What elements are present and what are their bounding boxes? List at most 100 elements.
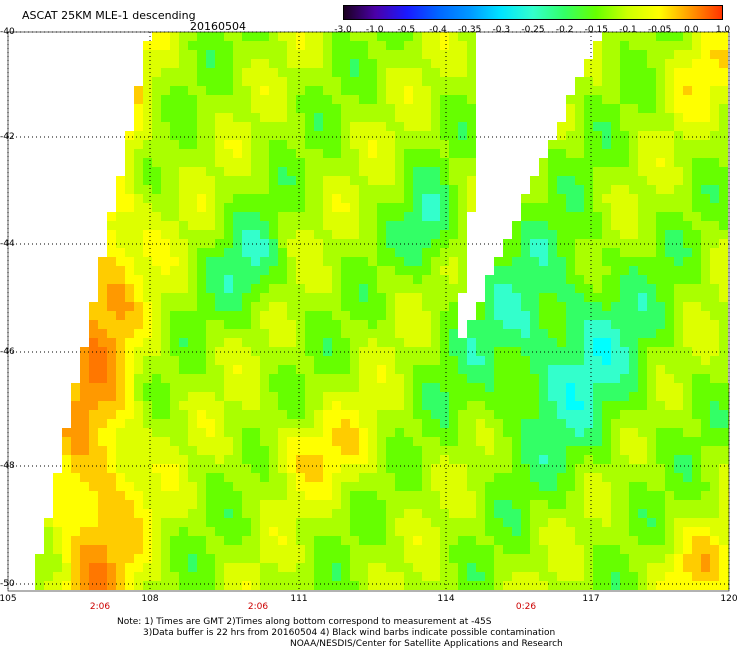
wind-cell	[719, 329, 728, 338]
wind-cell	[458, 77, 467, 86]
wind-cell	[674, 257, 683, 266]
wind-cell	[458, 482, 467, 491]
wind-cell	[494, 419, 503, 428]
wind-cell	[719, 302, 728, 311]
wind-cell	[98, 527, 107, 536]
wind-cell	[710, 572, 719, 581]
wind-cell	[683, 500, 692, 509]
wind-cell	[278, 446, 287, 455]
wind-cell	[476, 572, 485, 581]
wind-cell	[368, 518, 377, 527]
wind-cell	[485, 428, 494, 437]
wind-cell	[611, 50, 620, 59]
wind-cell	[116, 365, 125, 374]
wind-cell	[404, 527, 413, 536]
wind-cell	[278, 320, 287, 329]
wind-cell	[413, 302, 422, 311]
wind-cell	[530, 266, 539, 275]
wind-cell	[197, 176, 206, 185]
wind-cell	[593, 482, 602, 491]
wind-cell	[332, 212, 341, 221]
wind-cell	[413, 572, 422, 581]
wind-cell	[647, 491, 656, 500]
wind-cell	[674, 266, 683, 275]
wind-cell	[701, 302, 710, 311]
wind-cell	[620, 473, 629, 482]
wind-cell	[206, 572, 215, 581]
wind-cell	[269, 113, 278, 122]
wind-cell	[152, 59, 161, 68]
wind-cell	[188, 374, 197, 383]
wind-cell	[404, 464, 413, 473]
wind-cell	[584, 392, 593, 401]
wind-cell	[647, 50, 656, 59]
wind-cell	[98, 374, 107, 383]
wind-cell	[728, 455, 729, 464]
wind-cell	[503, 329, 512, 338]
wind-cell	[278, 572, 287, 581]
wind-cell	[566, 572, 575, 581]
wind-cell	[71, 572, 80, 581]
wind-cell	[224, 50, 233, 59]
wind-cell	[593, 167, 602, 176]
wind-cell	[260, 302, 269, 311]
wind-cell	[539, 239, 548, 248]
wind-cell	[179, 122, 188, 131]
wind-cell	[620, 509, 629, 518]
wind-cell	[323, 257, 332, 266]
wind-cell	[575, 185, 584, 194]
wind-cell	[458, 410, 467, 419]
wind-cell	[161, 392, 170, 401]
wind-cell	[584, 221, 593, 230]
wind-cell	[449, 203, 458, 212]
wind-cell	[422, 527, 431, 536]
wind-cell	[521, 275, 530, 284]
wind-cell	[467, 383, 476, 392]
wind-cell	[665, 131, 674, 140]
wind-cell	[107, 437, 116, 446]
wind-cell	[359, 293, 368, 302]
wind-cell	[629, 86, 638, 95]
wind-cell	[269, 266, 278, 275]
wind-cell	[404, 419, 413, 428]
wind-cell	[188, 122, 197, 131]
wind-cell	[584, 356, 593, 365]
wind-cell	[431, 185, 440, 194]
wind-cell	[521, 473, 530, 482]
wind-cell	[602, 266, 611, 275]
wind-cell	[233, 122, 242, 131]
wind-cell	[260, 185, 269, 194]
wind-cell	[332, 131, 341, 140]
wind-cell	[98, 401, 107, 410]
wind-cell	[62, 527, 71, 536]
wind-cell	[584, 230, 593, 239]
wind-cell	[278, 95, 287, 104]
wind-cell	[89, 302, 98, 311]
wind-cell	[665, 59, 674, 68]
wind-cell	[548, 446, 557, 455]
wind-cell	[386, 518, 395, 527]
wind-cell	[674, 221, 683, 230]
wind-cell	[242, 59, 251, 68]
wind-cell	[674, 50, 683, 59]
wind-cell	[260, 86, 269, 95]
wind-cell	[242, 68, 251, 77]
wind-cell	[35, 572, 44, 581]
wind-cell	[170, 302, 179, 311]
wind-cell	[656, 365, 665, 374]
wind-cell	[188, 311, 197, 320]
wind-cell	[206, 203, 215, 212]
wind-cell	[269, 149, 278, 158]
wind-cell	[593, 284, 602, 293]
wind-cell	[710, 41, 719, 50]
wind-cell	[341, 86, 350, 95]
wind-cell	[170, 95, 179, 104]
wind-cell	[467, 32, 476, 41]
wind-cell	[314, 302, 323, 311]
wind-cell	[125, 572, 134, 581]
wind-cell	[143, 248, 152, 257]
wind-cell	[431, 554, 440, 563]
wind-cell	[314, 293, 323, 302]
colorbar	[343, 5, 723, 20]
wind-cell	[215, 95, 224, 104]
